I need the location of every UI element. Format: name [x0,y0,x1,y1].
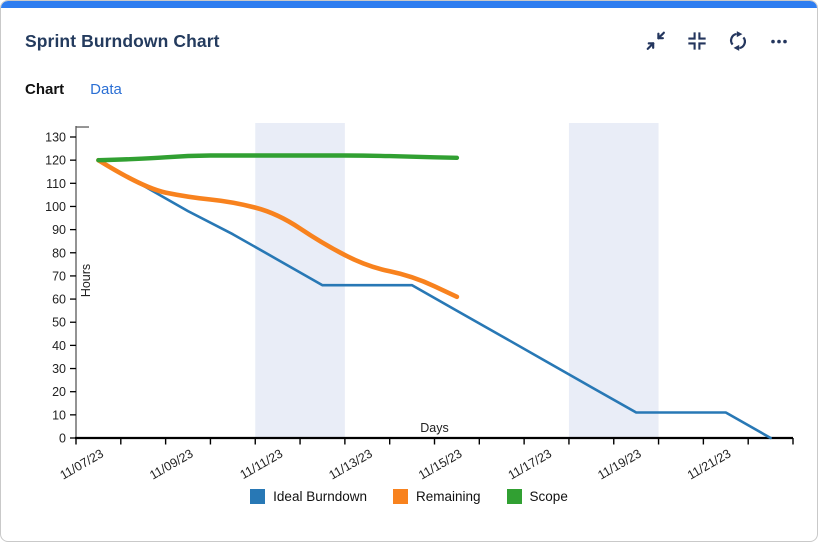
series-line-scope [96,153,460,163]
card-toolbar [644,29,791,53]
y-axis-tick-label: 110 [46,177,66,191]
x-axis-tick-label: 11/19/23 [595,446,643,482]
x-axis-tick-label: 11/21/23 [685,446,733,482]
fit-button[interactable] [685,29,709,53]
page-title: Sprint Burndown Chart [25,31,220,51]
x-axis-tick-label: 11/11/23 [238,446,286,482]
card-accent-bar [1,1,817,8]
tab-data[interactable]: Data [90,81,122,98]
y-axis-tick-label: 90 [52,223,66,237]
refresh-icon [730,31,746,51]
y-axis-title: Hours [79,264,93,297]
y-axis-tick-label: 120 [45,154,66,168]
y-axis-tick-label: 80 [52,246,66,260]
collapse-button[interactable] [644,29,668,53]
x-axis-tick-label: 11/07/23 [58,446,106,482]
legend-swatch [250,489,266,504]
refresh-button[interactable] [726,29,750,53]
x-axis-tick-label: 11/15/23 [416,446,464,482]
x-axis-tick-label: 11/13/23 [326,446,374,482]
y-axis-tick-label: 70 [52,269,66,283]
legend-item-scope: Scope [506,489,568,504]
y-axis-tick-label: 60 [52,293,66,307]
y-axis-tick-label: 130 [45,131,66,145]
x-axis-tick-label: 11/09/23 [147,446,195,482]
tab-chart[interactable]: Chart [25,81,65,98]
legend-label: Ideal Burndown [273,489,367,504]
ellipsis-icon [771,39,787,44]
corners-in-icon [688,32,706,50]
y-axis-tick-label: 30 [52,362,66,376]
legend-swatch [506,489,522,504]
weekend-band [255,123,345,438]
legend-item-remaining: Remaining [393,489,481,504]
y-axis-tick-label: 0 [59,432,66,446]
more-options-button[interactable] [767,29,791,53]
chart-legend: Ideal Burndown Remaining Scope [1,489,817,504]
legend-item-ideal-burndown: Ideal Burndown [250,489,367,504]
x-axis-title: Days [420,421,448,435]
y-axis-tick-label: 10 [52,408,66,422]
y-axis-tick-label: 50 [52,316,66,330]
y-axis-tick-label: 40 [52,339,66,353]
x-axis-tick-label: 11/17/23 [506,446,554,482]
series-line-ideal-burndown [97,158,772,440]
y-axis-tick-label: 100 [45,200,66,214]
weekend-band [568,123,659,438]
y-axis-tick-label: 20 [52,385,66,399]
chart-area: 0 10 20 30 40 50 60 70 80 90 100 110 120 130 11/07/23 1… [1,1,817,490]
legend-swatch [393,489,408,504]
legend-label: Scope [529,489,568,504]
legend-label: Remaining [416,489,481,504]
burndown-chart: 0 10 20 30 40 50 60 70 80 90 100 110 120 130 11/07/23 1… [45,123,794,482]
series-line-remaining [96,157,460,300]
view-tabs: Chart Data [25,81,122,98]
collapse-arrows-icon [646,31,665,50]
